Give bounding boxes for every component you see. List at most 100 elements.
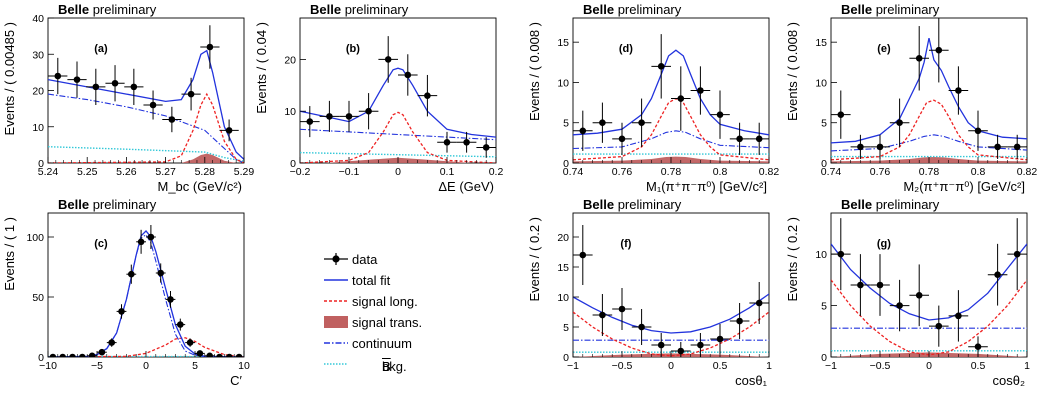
data-marker: [54, 72, 62, 80]
data-marker: [994, 143, 1001, 151]
data-marker: [955, 312, 962, 320]
x-tick-label: 10: [238, 360, 250, 372]
y-tick-label: 30: [32, 49, 44, 61]
header-rest: preliminary: [876, 197, 940, 212]
x-tick-label: 5.26: [116, 166, 137, 178]
data-point: [831, 90, 851, 139]
data-point: [612, 288, 632, 330]
plot-area: [831, 218, 1027, 357]
x-axis-title: C′: [230, 373, 242, 388]
panel-g: Belle preliminary−1 −0.5 0 0.5 10510(g)cosθ₂…: [785, 197, 1030, 388]
x-tick-label: 0: [395, 166, 401, 178]
continuum-curve: [300, 128, 496, 141]
data-marker: [736, 135, 743, 143]
data-point: [987, 134, 1008, 159]
y-tick-label: 0: [821, 158, 827, 170]
data-point: [729, 122, 750, 155]
signal-long-line-icon: [324, 300, 348, 302]
data-point: [116, 304, 127, 319]
data-marker: [837, 111, 845, 118]
data-marker: [167, 296, 174, 303]
data-point: [651, 34, 671, 99]
data-point: [86, 68, 106, 105]
data-marker: [149, 101, 157, 109]
x-tick-label: 5: [192, 360, 198, 372]
x-tick-label: 1: [766, 360, 772, 372]
data-point: [831, 218, 851, 291]
legend-item-continuum: continuum: [322, 334, 492, 355]
data-marker: [697, 341, 704, 349]
header-bold: Belle: [841, 2, 876, 17]
legend-label-continuum: continuum: [352, 336, 412, 351]
data-marker: [235, 353, 243, 357]
data-marker: [306, 118, 314, 125]
y-tick-label: 5: [563, 322, 569, 334]
data-point: [162, 106, 182, 133]
panel-label: (e): [877, 43, 891, 55]
x-tick-label: 5.25: [77, 166, 98, 178]
bb-bkg-curve: [48, 146, 244, 162]
data-marker: [404, 71, 412, 79]
data-marker: [137, 238, 145, 246]
panel-label: (c): [94, 238, 108, 250]
x-tick-label: −10: [39, 360, 57, 372]
data-marker: [443, 138, 451, 146]
x-tick-label: 0.5: [713, 360, 728, 372]
panel-e: Belle preliminary 0.74 0.76 0.78 0.8 0.82 0 5 10…: [785, 2, 1037, 194]
y-tick-label: 5: [563, 118, 569, 130]
header-bold: Belle: [841, 197, 876, 212]
data-marker: [599, 311, 606, 319]
data-marker: [1013, 250, 1021, 258]
data-point: [690, 333, 711, 357]
panel-label: (a): [94, 43, 108, 55]
data-point: [889, 279, 910, 332]
total-fit-curve: [831, 37, 1027, 144]
data-point: [105, 65, 125, 102]
data-marker: [88, 352, 96, 357]
y-tick-label: 0: [290, 158, 296, 170]
header-bold: Belle: [310, 2, 345, 17]
data-point: [300, 106, 320, 138]
x-tick-label: 0.78: [661, 166, 682, 178]
data-marker: [935, 322, 943, 330]
data-point: [358, 93, 379, 130]
data-marker: [935, 46, 943, 54]
x-tick-label: −5: [91, 360, 103, 372]
data-point: [437, 131, 457, 153]
legend-label-data: data: [352, 252, 378, 267]
data-marker: [876, 281, 884, 289]
y-tick-label: 20: [32, 86, 44, 98]
data-point: [214, 353, 225, 357]
plot-area: [48, 25, 244, 163]
data-point: [97, 348, 107, 356]
x-tick-label: −1: [825, 360, 837, 372]
x-tick-label: 0.74: [821, 166, 842, 178]
data-marker: [755, 299, 763, 307]
data-marker: [326, 113, 333, 120]
signal-long-curve: [300, 111, 496, 163]
data-point: [200, 25, 220, 69]
data-point: [592, 294, 613, 336]
data-marker: [226, 353, 233, 357]
x-tick-label: 5.27: [155, 166, 176, 178]
data-point: [146, 225, 156, 249]
data-point: [948, 290, 969, 342]
y-axis-title: Events / ( 0.008 ): [785, 22, 800, 121]
x-tick-label: 0.1: [440, 166, 455, 178]
data-marker: [974, 127, 982, 135]
data-point: [398, 54, 418, 96]
data-point: [909, 26, 929, 91]
data-point: [671, 66, 691, 131]
panel-header: Belle preliminary: [583, 2, 682, 17]
data-marker: [736, 317, 743, 325]
data-point: [339, 100, 359, 132]
data-marker: [896, 119, 903, 127]
data-marker: [482, 144, 490, 151]
data-point: [77, 353, 88, 357]
data-point: [57, 353, 68, 357]
y-tick-label: 0: [38, 352, 44, 364]
x-tick-label: 5.24: [38, 166, 59, 178]
data-marker: [187, 90, 195, 98]
